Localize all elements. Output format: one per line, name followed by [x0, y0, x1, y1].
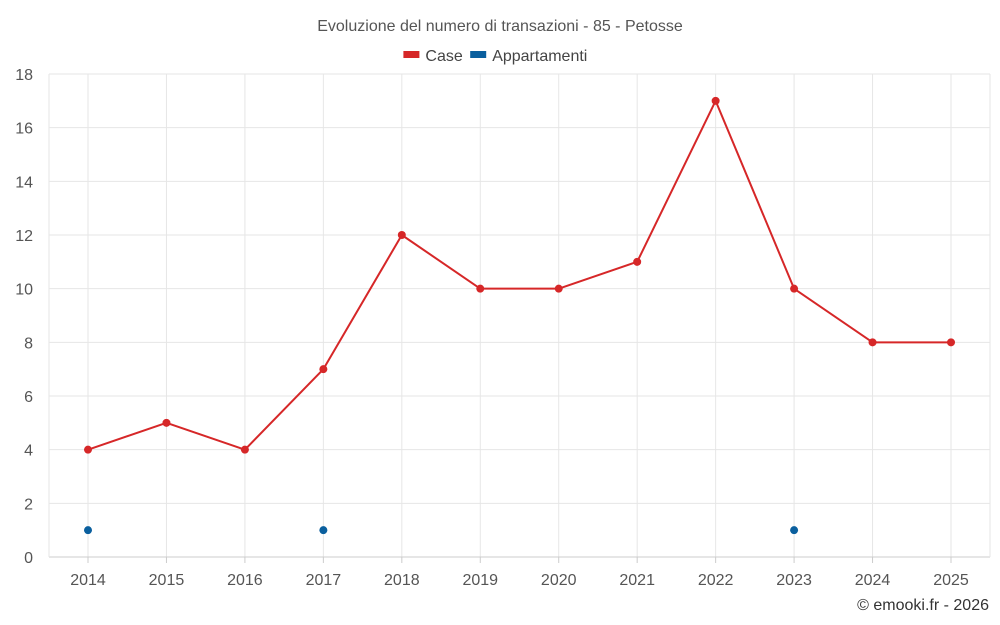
y-tick-label: 10	[15, 282, 33, 299]
x-tick-label: 2020	[541, 572, 577, 589]
legend-label: Appartamenti	[492, 48, 587, 65]
y-tick-label: 2	[24, 496, 33, 513]
grid-lines	[49, 73, 990, 557]
data-point[interactable]	[790, 284, 799, 293]
legend-item-case[interactable]: Case	[403, 48, 463, 65]
x-tick-label: 2022	[698, 572, 734, 589]
legend-swatch	[470, 51, 487, 58]
series-case	[84, 96, 955, 454]
x-tick-label: 2017	[306, 572, 342, 589]
data-point[interactable]	[162, 418, 171, 427]
axes: 0 2 4 6 8 10 12 14 16 18 2014 2015 2016 2017 2018 2019 2…	[15, 67, 991, 589]
x-tick-label: 2019	[462, 572, 498, 589]
y-tick-label: 18	[15, 67, 33, 84]
series	[84, 96, 955, 535]
data-point[interactable]	[554, 284, 563, 293]
legend: Case Appartamenti	[403, 48, 587, 65]
legend-label: Case	[425, 48, 462, 65]
y-tick-label: 6	[24, 389, 33, 406]
chart-title: Evoluzione del numero di transazioni - 8…	[317, 18, 683, 35]
credit-text: © emooki.fr - 2026	[857, 597, 989, 614]
x-tick-label: 2015	[149, 572, 185, 589]
x-tick-label: 2014	[70, 572, 106, 589]
data-point[interactable]	[947, 338, 955, 347]
y-tick-label: 0	[24, 550, 33, 567]
legend-swatch	[403, 51, 420, 58]
y-tick-label: 12	[15, 228, 33, 245]
x-tick-label: 2018	[384, 572, 420, 589]
x-tick-label: 2021	[619, 572, 655, 589]
x-tick-label: 2023	[776, 572, 812, 589]
y-tick-label: 4	[24, 443, 33, 460]
x-tick-label: 2024	[855, 572, 891, 589]
y-tick-label: 8	[24, 335, 33, 352]
data-point[interactable]	[240, 445, 249, 454]
data-point[interactable]	[84, 445, 92, 454]
data-point[interactable]	[476, 284, 485, 293]
data-point[interactable]	[84, 526, 92, 535]
y-tick-label: 14	[15, 174, 33, 191]
data-point[interactable]	[397, 231, 406, 239]
data-point[interactable]	[711, 96, 720, 105]
y-tick-label: 16	[15, 121, 33, 138]
data-point[interactable]	[790, 526, 799, 535]
data-point[interactable]	[868, 338, 877, 347]
legend-item-appartamenti[interactable]: Appartamenti	[470, 48, 587, 65]
series-line	[87, 99, 951, 451]
data-point[interactable]	[319, 526, 328, 535]
x-tick-label: 2025	[933, 572, 969, 589]
x-tick-label: 2016	[227, 572, 263, 589]
series-appartamenti	[84, 526, 799, 535]
data-point[interactable]	[633, 257, 642, 266]
data-point[interactable]	[319, 365, 328, 374]
